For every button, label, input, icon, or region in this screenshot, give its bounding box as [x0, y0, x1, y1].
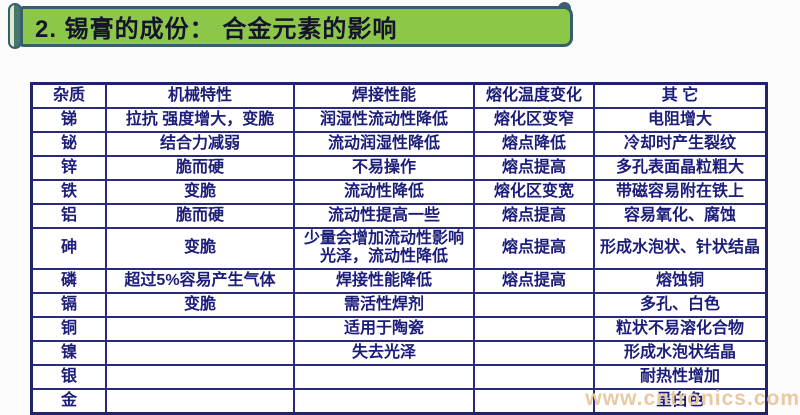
page-title: 2. 锡膏的成份： 合金元素的影响: [35, 16, 398, 43]
effect-cell: [105, 387, 295, 415]
table-row: 铁变脆 流动性降低 熔化区变宽 带磁容易附在铁上: [30, 179, 768, 205]
effect-cell: 熔点提高: [473, 203, 595, 229]
effect-cell: 耐热性增加: [593, 363, 768, 390]
effect-cell: 变脆: [105, 227, 295, 270]
effect-cell: 熔点提高: [473, 227, 595, 270]
effect-cell: 拉抗 强度增大，变脆: [105, 107, 295, 133]
effect-cell: 熔蚀铜: [593, 267, 768, 294]
effect-cell: 熔化区变窄: [473, 107, 595, 133]
impurity-cell: 磷: [30, 267, 107, 294]
table-row: 铜 适用于陶瓷 粒状不易溶化合物: [30, 315, 768, 342]
watermark: www.cntronics.com: [585, 387, 800, 410]
table-header: 杂质 机械特性 焊接性能 熔化温度变化其 它: [30, 82, 768, 109]
effect-cell: [105, 363, 295, 390]
impurity-cell: 铋: [30, 131, 107, 157]
effect-cell: 容易氧化、腐蚀: [593, 203, 768, 229]
table-row: 磷超过5%容易产生气体 焊接性能降低 熔点提高 熔蚀铜: [30, 267, 768, 294]
alloy-effects-table: 杂质 机械特性 焊接性能 熔化温度变化其 它 锑拉抗 强度增大，变脆 润湿性流动性降低熔…: [30, 82, 768, 415]
effect-cell: 冷却时产生裂纹: [593, 131, 768, 157]
banner-left-pill: [8, 3, 22, 49]
effect-cell: 结合力减弱: [105, 131, 295, 157]
effect-cell: 多孔表面晶粒粗大: [593, 155, 768, 181]
impurity-cell: 砷: [30, 227, 107, 270]
effect-cell: 熔点提高: [473, 267, 595, 294]
impurity-cell: 镍: [30, 339, 107, 366]
table-row: 锑拉抗 强度增大，变脆 润湿性流动性降低 熔化区变窄 电阻增大: [30, 107, 768, 133]
impurity-cell: 锌: [30, 155, 107, 181]
table-row: 砷变脆 少量会增加流动性影响光泽，流动性降低 熔点提高 形成水泡状、针状结晶: [30, 227, 768, 270]
effect-cell: 形成水泡状结晶: [593, 339, 768, 366]
effect-cell: 需活性焊剂: [293, 291, 475, 318]
table-row: 锌脆而硬 不易操作 熔点提高 多孔表面晶粒粗大: [30, 155, 768, 181]
column-header: 杂质: [30, 82, 107, 109]
column-header: 熔化温度变化: [473, 82, 595, 109]
effect-cell: 润湿性流动性降低: [293, 107, 475, 133]
column-header: 其 它: [593, 82, 768, 109]
effect-cell: 适用于陶瓷: [293, 315, 475, 342]
effect-cell: 少量会增加流动性影响光泽，流动性降低: [293, 227, 475, 270]
slide-title-banner: 2. 锡膏的成份： 合金元素的影响: [20, 6, 573, 47]
column-header: 焊接性能: [293, 82, 475, 109]
effect-cell: [293, 363, 475, 390]
effect-cell: 变脆: [105, 291, 295, 318]
effect-cell: 呈白色: [593, 387, 768, 415]
effect-cell: 熔化区变宽: [473, 179, 595, 205]
impurity-cell: 锑: [30, 107, 107, 133]
impurity-cell: 铜: [30, 315, 107, 342]
effect-cell: 粒状不易溶化合物: [593, 315, 768, 342]
table-row: 金 呈白色: [30, 387, 768, 415]
effect-cell: 失去光泽: [293, 339, 475, 366]
impurity-cell: 镉: [30, 291, 107, 318]
effect-cell: [473, 291, 595, 318]
effect-cell: 流动性降低: [293, 179, 475, 205]
effect-cell: [105, 315, 295, 342]
effect-cell: 电阻增大: [593, 107, 768, 133]
column-header: 机械特性: [105, 82, 295, 109]
effect-cell: [473, 387, 595, 415]
effect-cell: 变脆: [105, 179, 295, 205]
effect-cell: 流动润湿性降低: [293, 131, 475, 157]
table-row: 镉变脆 需活性焊剂 多孔、白色: [30, 291, 768, 318]
effect-cell: 形成水泡状、针状结晶: [593, 227, 768, 270]
table-row: 镍 失去光泽 形成水泡状结晶: [30, 339, 768, 366]
impurity-cell: 铁: [30, 179, 107, 205]
table-row: 银 耐热性增加: [30, 363, 768, 390]
table-row: 铋结合力减弱 流动润湿性降低 熔点降低 冷却时产生裂纹: [30, 131, 768, 157]
effect-cell: 熔点提高: [473, 155, 595, 181]
table-header-row: 杂质 机械特性 焊接性能 熔化温度变化其 它: [30, 82, 768, 109]
effect-cell: 脆而硬: [105, 155, 295, 181]
effect-cell: 不易操作: [293, 155, 475, 181]
impurity-cell: 银: [30, 363, 107, 390]
table-row: 铝脆而硬 流动性提高一些 熔点提高 容易氧化、腐蚀: [30, 203, 768, 229]
table-body: 锑拉抗 强度增大，变脆 润湿性流动性降低 熔化区变窄 电阻增大铋结合力减弱 流动润湿性降…: [30, 107, 768, 415]
impurity-cell: 铝: [30, 203, 107, 229]
effect-cell: [473, 363, 595, 390]
effect-cell: [473, 315, 595, 342]
impurity-cell: 金: [30, 387, 107, 415]
effect-cell: 脆而硬: [105, 203, 295, 229]
effect-cell: [473, 339, 595, 366]
effect-cell: [105, 339, 295, 366]
effect-cell: 熔点降低: [473, 131, 595, 157]
effect-cell: 多孔、白色: [593, 291, 768, 318]
effect-cell: 焊接性能降低: [293, 267, 475, 294]
effect-cell: 流动性提高一些: [293, 203, 475, 229]
effect-cell: 超过5%容易产生气体: [105, 267, 295, 294]
effect-cell: [293, 387, 475, 415]
effect-cell: 带磁容易附在铁上: [593, 179, 768, 205]
